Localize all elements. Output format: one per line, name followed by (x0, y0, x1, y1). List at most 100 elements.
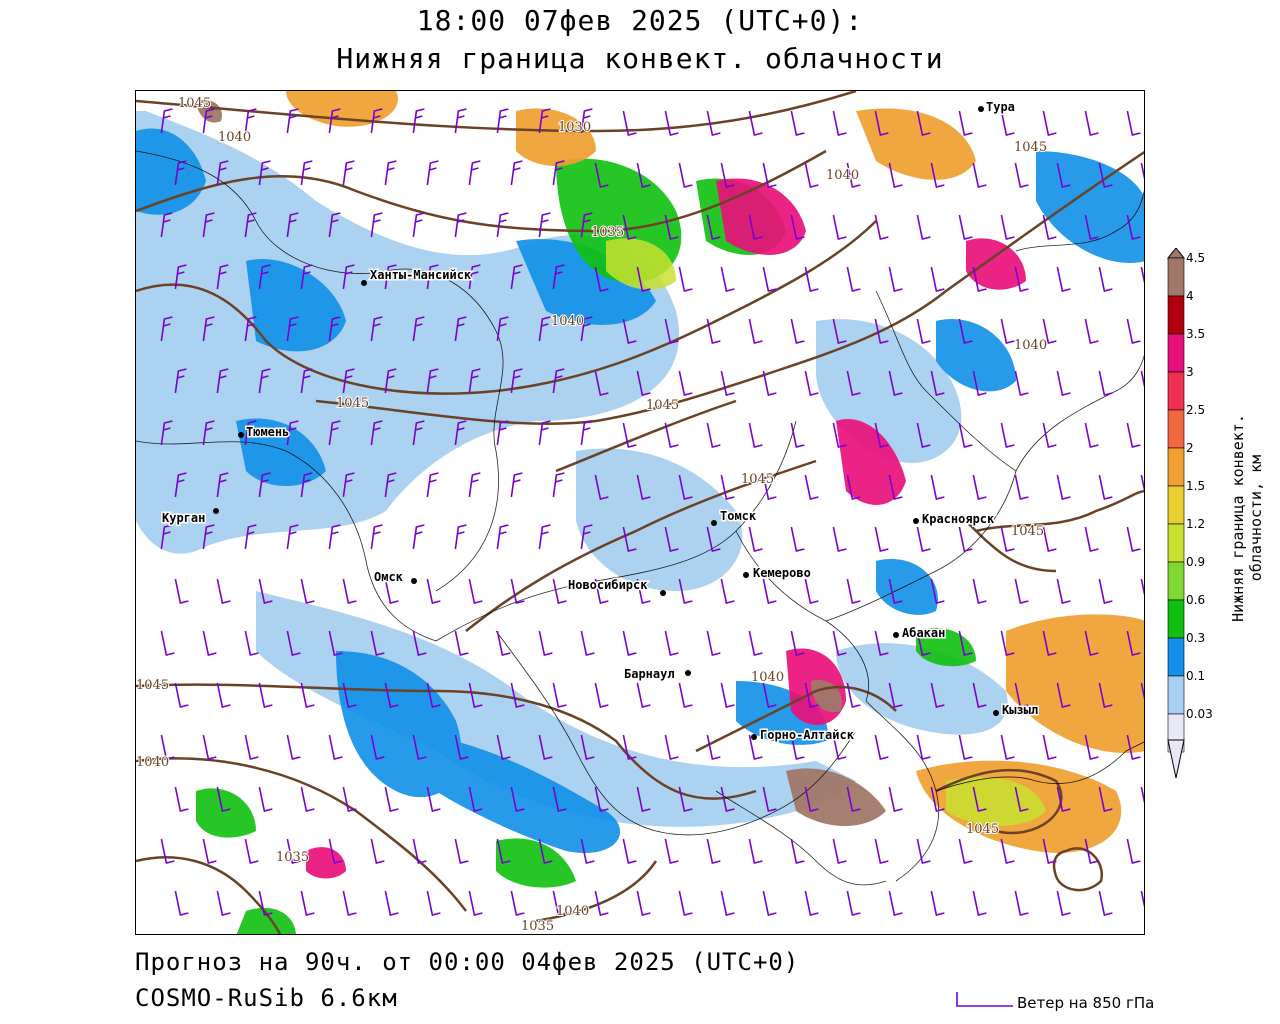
wind-barb (762, 578, 777, 604)
wind-barb (1000, 422, 1015, 448)
colorbar-tick-label: 0.03 (1186, 707, 1213, 721)
wind-barb (678, 474, 693, 500)
wind-barb (1098, 162, 1113, 188)
wind-barb (622, 526, 637, 552)
wind-barb (286, 838, 301, 864)
wind-barb (1126, 422, 1141, 448)
wind-barb (832, 526, 847, 552)
wind-barb (300, 786, 315, 812)
colorbar-tick-label: 3 (1186, 365, 1194, 379)
colorbar (1160, 247, 1230, 788)
city-dot (213, 508, 219, 514)
isobar-label: 1045 (1014, 140, 1047, 155)
wind-barb (1042, 422, 1057, 448)
wind-barb (832, 214, 847, 240)
map-canvas: Тура Ханты-Мансийск Тюмень Курган Омск Томск Н… (136, 91, 1144, 934)
wind-barb (678, 162, 693, 188)
city-dot (411, 578, 417, 584)
wind-barb (748, 422, 763, 448)
wind-barb (888, 266, 903, 292)
wind-barb (160, 630, 175, 656)
wind-barb (244, 734, 259, 760)
wind-barb (1098, 370, 1113, 396)
wind-barb (874, 838, 889, 864)
wind-barb (202, 524, 215, 550)
wind-barb (426, 160, 439, 186)
wind-barb (1014, 578, 1029, 604)
wind-barb (888, 162, 903, 188)
wind-barb (412, 524, 425, 550)
wind-barb (384, 890, 399, 916)
wind-barb (706, 422, 721, 448)
wind-barb (1084, 110, 1099, 136)
wind-barb (762, 786, 777, 812)
wind-barb (916, 422, 931, 448)
wind-barb (958, 422, 973, 448)
wind-barb (1042, 318, 1057, 344)
wind-barb (1042, 838, 1057, 864)
forecast-info: Прогноз на 90ч. от 00:00 04фев 2025 (UTC… (135, 948, 800, 976)
wind-barb (832, 838, 847, 864)
wind-barb (594, 370, 609, 396)
wind-barb (594, 266, 609, 292)
wind-barb (202, 316, 215, 342)
wind-barb (958, 630, 973, 656)
colorbar-cell (1167, 295, 1185, 335)
wind-barb (748, 110, 763, 136)
wind-barb (678, 890, 693, 916)
wind-legend-icon (956, 992, 1013, 1007)
wind-barb (370, 212, 383, 238)
colorbar-tick-label: 2.5 (1186, 403, 1206, 417)
wind-barb (510, 472, 523, 498)
wind-barb (216, 578, 231, 604)
wind-barb (300, 578, 315, 604)
wind-barb (916, 838, 931, 864)
wind-barb (244, 108, 257, 134)
wind-barb (580, 838, 595, 864)
wind-barb (258, 786, 273, 812)
wind-barb (384, 682, 399, 708)
wind-barb (1126, 318, 1141, 344)
wind-barb (720, 162, 735, 188)
wind-barb (888, 682, 903, 708)
colorbar-cell (1167, 371, 1185, 411)
colorbar-tick-label: 0.3 (1186, 631, 1206, 645)
wind-barb (706, 838, 721, 864)
wind-barb (1056, 474, 1071, 500)
wind-barb (762, 890, 777, 916)
isobar-label: 1045 (136, 678, 169, 693)
wind-barb (1084, 838, 1099, 864)
colorbar-cell (1167, 523, 1185, 563)
wind-barb (916, 630, 931, 656)
wind-barb (216, 890, 231, 916)
wind-barb (258, 682, 273, 708)
wind-barb (538, 630, 553, 656)
city-dot (893, 632, 899, 638)
wind-barb (160, 316, 173, 342)
wind-barb (342, 264, 355, 290)
wind-barb (538, 524, 551, 550)
wind-barb (202, 212, 215, 238)
isobar-label: 1040 (826, 168, 859, 183)
wind-barb (874, 110, 889, 136)
wind-barb (1014, 266, 1029, 292)
wind-barb (1084, 734, 1099, 760)
wind-barb (1014, 474, 1029, 500)
wind-barb (510, 682, 525, 708)
wind-barb (664, 422, 679, 448)
wind-barb (706, 734, 721, 760)
wind-barb (1126, 110, 1141, 136)
wind-barb (538, 734, 553, 760)
wind-barb (832, 110, 847, 136)
wind-barb (1056, 786, 1071, 812)
isobar-label: 1045 (741, 472, 774, 487)
isobar-label: 1045 (646, 398, 679, 413)
wind-barb (496, 108, 509, 134)
wind-barb (426, 578, 441, 604)
wind-barb (1000, 526, 1015, 552)
wind-barb (216, 264, 229, 290)
wind-barb (174, 472, 187, 498)
wind-barb (1140, 578, 1144, 596)
wind-barb (720, 682, 735, 708)
